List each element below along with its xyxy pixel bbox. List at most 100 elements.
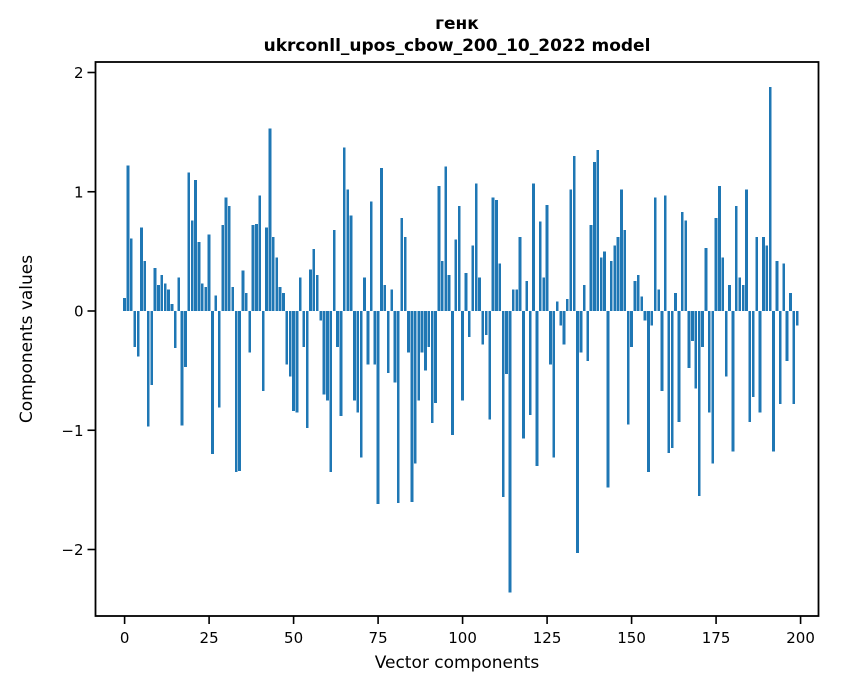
bar xyxy=(390,289,393,311)
bar xyxy=(353,311,356,401)
bar xyxy=(464,272,468,311)
bar xyxy=(789,293,792,311)
bar xyxy=(380,167,383,311)
bar xyxy=(386,311,390,374)
bar xyxy=(322,311,326,395)
bar xyxy=(735,206,738,311)
bar xyxy=(606,311,610,488)
bar xyxy=(268,128,272,311)
bar xyxy=(626,311,630,425)
bar xyxy=(346,189,350,312)
bar xyxy=(255,223,258,311)
bar xyxy=(657,289,660,311)
bar xyxy=(349,215,353,311)
bar xyxy=(163,283,167,311)
bar xyxy=(329,311,333,472)
x-tick-label: 25 xyxy=(200,629,219,647)
bar xyxy=(407,311,410,353)
bar xyxy=(437,185,441,311)
bar xyxy=(714,217,718,312)
bar xyxy=(363,277,366,311)
bar xyxy=(393,311,397,383)
bar xyxy=(248,311,252,353)
bar xyxy=(542,277,546,311)
bar xyxy=(745,189,748,312)
bar xyxy=(616,237,620,311)
x-tick-label: 200 xyxy=(786,629,815,647)
bar xyxy=(312,248,316,311)
bar xyxy=(704,247,708,311)
bar xyxy=(653,197,657,311)
bar xyxy=(424,311,427,371)
bar xyxy=(667,311,671,453)
x-tick-label: 125 xyxy=(533,629,562,647)
bar xyxy=(244,293,248,311)
bar xyxy=(474,183,478,311)
bar xyxy=(772,311,775,452)
bar xyxy=(609,260,613,312)
bar xyxy=(579,311,583,353)
bar xyxy=(603,251,606,312)
bar xyxy=(569,189,573,312)
bar xyxy=(684,220,688,311)
bar xyxy=(231,287,235,311)
bar xyxy=(484,311,488,335)
bar xyxy=(697,311,701,496)
bar xyxy=(647,311,650,472)
bar xyxy=(366,311,370,365)
bar xyxy=(674,293,677,311)
bar xyxy=(265,227,268,311)
bar xyxy=(738,277,742,311)
bar xyxy=(200,283,204,311)
bar xyxy=(768,86,772,311)
x-tick-label: 100 xyxy=(448,629,477,647)
bar xyxy=(160,275,164,311)
bar xyxy=(481,311,485,345)
bar xyxy=(535,311,539,467)
bar xyxy=(434,311,437,403)
bar xyxy=(488,311,491,420)
bar xyxy=(326,311,329,401)
bar xyxy=(562,311,566,345)
bar xyxy=(528,311,532,415)
bar xyxy=(724,311,728,377)
bar xyxy=(515,289,519,311)
bar xyxy=(731,311,735,452)
y-tick-label: 0 xyxy=(74,303,84,321)
bar xyxy=(532,183,535,311)
bar xyxy=(691,311,694,341)
bar xyxy=(359,311,363,458)
bar xyxy=(664,195,667,311)
bar xyxy=(748,311,752,422)
bar xyxy=(342,147,346,311)
y-tick-label: −2 xyxy=(61,541,83,559)
bar xyxy=(444,166,448,311)
bar xyxy=(552,311,556,458)
bar xyxy=(467,311,471,338)
bar xyxy=(495,200,498,311)
bar xyxy=(413,311,417,464)
bar xyxy=(214,295,218,311)
bar xyxy=(197,241,201,311)
bar xyxy=(721,257,725,311)
bar xyxy=(461,311,464,401)
bar xyxy=(258,195,262,311)
bar xyxy=(741,284,745,311)
bar xyxy=(586,311,590,362)
x-tick-label: 75 xyxy=(369,629,388,647)
bar xyxy=(755,237,758,311)
bar xyxy=(680,212,684,311)
bar xyxy=(194,179,197,311)
bar xyxy=(302,311,306,347)
bar xyxy=(775,260,779,312)
x-tick-label: 50 xyxy=(284,629,303,647)
bar xyxy=(707,311,711,413)
y-tick-label: 1 xyxy=(74,183,84,201)
bar xyxy=(670,311,674,449)
bar xyxy=(630,311,633,347)
x-tick-label: 0 xyxy=(120,629,130,647)
bar xyxy=(410,311,414,502)
bar xyxy=(157,284,160,311)
bar xyxy=(217,311,221,408)
